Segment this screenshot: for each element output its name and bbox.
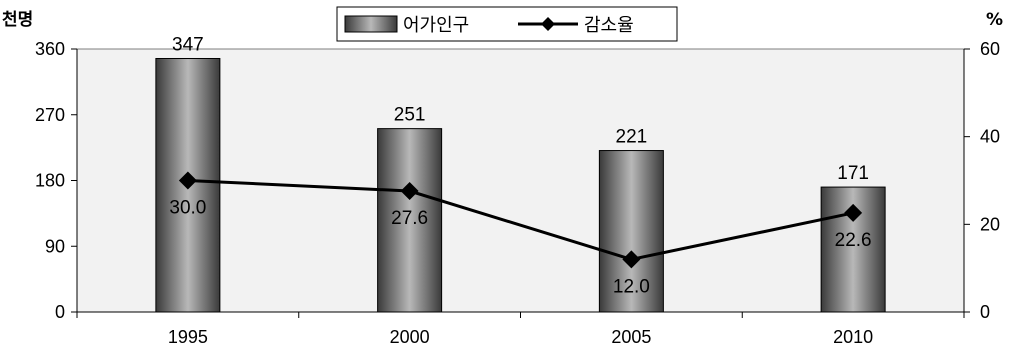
x-tick-label: 2000	[390, 327, 430, 347]
decline-rate-line	[187, 179, 854, 261]
plot-area	[76, 48, 965, 313]
left-axis-unit: 천명	[2, 10, 33, 30]
line-point-2005	[622, 250, 641, 269]
line-point-1995	[178, 171, 197, 190]
left-tick-label: 90	[45, 236, 65, 256]
bar-value-label: 347	[172, 34, 204, 55]
left-tick-label: 270	[35, 105, 65, 125]
left-tick-label: 360	[35, 39, 65, 59]
legend-line-label: 감소율	[584, 15, 634, 36]
left-tick-label: 0	[55, 302, 65, 322]
line-point-2010	[844, 203, 863, 222]
right-tick-label: 40	[980, 127, 1000, 147]
x-tick-label: 2010	[833, 327, 873, 347]
bar-2005	[598, 150, 664, 313]
bar-value-label: 251	[394, 105, 426, 126]
legend-bar-label: 어가인구	[403, 15, 469, 36]
left-tick-label: 180	[35, 171, 65, 191]
right-tick-label: 0	[980, 302, 990, 322]
bar-2000	[377, 128, 443, 313]
bar-value-label: 221	[616, 127, 648, 148]
right-tick-label: 60	[980, 39, 1000, 59]
line-value-label: 12.0	[613, 276, 650, 297]
bar-value-label: 171	[837, 163, 869, 184]
line-value-label: 27.6	[391, 208, 428, 229]
x-tick-label: 2005	[611, 327, 651, 347]
x-tick-label: 1995	[168, 327, 208, 347]
line-value-label: 30.0	[169, 198, 206, 219]
line-point-2000	[400, 182, 419, 201]
line-value-label: 22.6	[835, 230, 872, 251]
legend: 어가인구 감소율	[336, 6, 678, 42]
right-axis-unit: %	[986, 10, 1003, 30]
right-tick-label: 20	[980, 214, 1000, 234]
legend-diamond-marker	[541, 17, 555, 31]
legend-bar-swatch	[344, 15, 398, 33]
